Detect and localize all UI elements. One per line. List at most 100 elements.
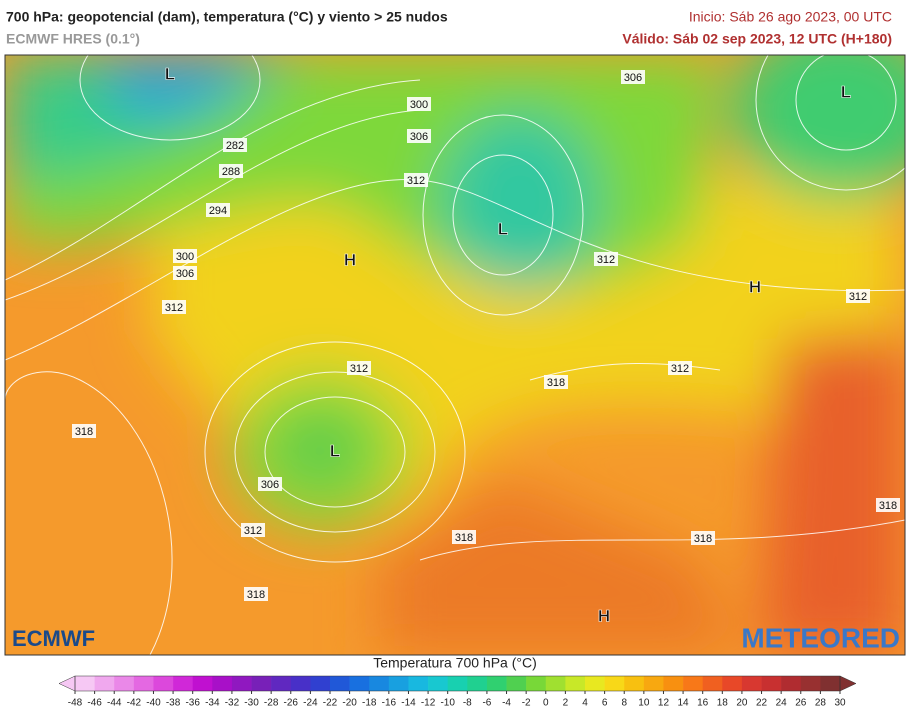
contour-label: 312 <box>165 302 183 314</box>
colorbar-tick-label: 30 <box>834 698 846 709</box>
colorbar-tick-label: 10 <box>638 698 650 709</box>
colorbar-segment <box>330 676 350 691</box>
map: 300 306 282 288 294 300 306 312 312 306 312 312 318 3… <box>5 55 905 655</box>
colorbar-tick-label: 26 <box>795 698 807 709</box>
contour-label: 318 <box>75 426 93 438</box>
colorbar-tick-label: -4 <box>502 698 511 709</box>
contour-label-box <box>241 523 265 537</box>
ecmwf-logo: ECMWF <box>12 626 95 651</box>
colorbar-segment <box>428 676 448 691</box>
pressure-center: L <box>330 441 340 460</box>
contour-label: 312 <box>407 175 425 187</box>
colorbar-tick-label: -38 <box>166 698 181 709</box>
colorbar-tick-label: -16 <box>382 698 397 709</box>
colorbar-segment <box>585 676 605 691</box>
contour-label: 318 <box>547 377 565 389</box>
colorbar-segment <box>643 676 664 691</box>
colorbar-segment <box>761 676 782 691</box>
contour-label-box <box>407 129 431 143</box>
colorbar-segment <box>212 676 233 691</box>
contour-label: 306 <box>261 479 279 491</box>
contour-label: 312 <box>671 363 689 375</box>
colorbar-segment <box>683 676 703 691</box>
pressure-center: L <box>498 219 508 238</box>
colorbar-tick-label: -30 <box>244 698 259 709</box>
contour-label: 312 <box>849 291 867 303</box>
contour-label: 306 <box>176 268 194 280</box>
contour-label: 282 <box>226 140 244 152</box>
contour-label-box <box>244 587 268 601</box>
colorbar-tick-label: 8 <box>621 698 627 709</box>
colorbar-segment <box>94 676 115 691</box>
contour-label-box <box>691 531 715 545</box>
contour-label: 288 <box>222 166 240 178</box>
contour-label-box <box>162 300 186 314</box>
colorbar-segment <box>486 676 507 691</box>
colorbar-tick-label: 6 <box>602 698 608 709</box>
meteored-logo: METEORED <box>741 622 900 653</box>
colorbar-tick-label: 0 <box>543 698 549 709</box>
contour-label: 312 <box>597 254 615 266</box>
contour-label-box <box>876 498 900 512</box>
colorbar-tick-label: -46 <box>87 698 102 709</box>
colorbar-tick-label: -40 <box>146 698 161 709</box>
pressure-center: H <box>598 606 610 625</box>
colorbar-segment <box>722 676 743 691</box>
contour-label-box <box>206 203 230 217</box>
contour-label-box <box>452 530 476 544</box>
colorbar-segment <box>820 676 841 691</box>
contour-label: 318 <box>879 500 897 512</box>
contour-label-box <box>544 375 568 389</box>
contour-label: 306 <box>624 72 642 84</box>
colorbar-tick-label: 16 <box>697 698 709 709</box>
contour-label-box <box>173 266 197 280</box>
colorbar-tick-label: -28 <box>264 698 279 709</box>
contour-label-box <box>404 173 428 187</box>
colorbar-title: Temperatura 700 hPa (°C) <box>373 655 537 671</box>
colorbar-tick-label: -44 <box>107 698 122 709</box>
contour-label-box <box>668 361 692 375</box>
colorbar-segment <box>604 676 625 691</box>
colorbar-tick-label: -6 <box>482 698 491 709</box>
colorbar-tick-label: -12 <box>421 698 436 709</box>
colorbar-tick-label: -14 <box>401 698 416 709</box>
contour-label-box <box>173 249 197 263</box>
colorbar-segment <box>231 676 252 691</box>
contour-label: 318 <box>455 532 473 544</box>
colorbar-segment <box>114 676 135 691</box>
init-time: Inicio: Sáb 26 ago 2023, 00 UTC <box>689 9 892 25</box>
colorbar-segment <box>251 676 272 691</box>
colorbar-arrow-low <box>58 675 76 692</box>
colorbar-segment <box>75 676 95 691</box>
colorbar-segment <box>388 676 409 691</box>
contour-label: 312 <box>350 363 368 375</box>
colorbar-segment <box>526 676 547 691</box>
colorbar-tick-label: 14 <box>678 698 690 709</box>
pressure-center: H <box>344 250 356 269</box>
colorbar-segment <box>192 676 213 691</box>
pressure-center: H <box>749 277 761 296</box>
colorbar-tick-label: 28 <box>815 698 827 709</box>
colorbar-segment <box>506 676 527 691</box>
colorbar-tick-label: -8 <box>463 698 472 709</box>
contour-label: 312 <box>244 525 262 537</box>
colorbar-tick-label: -42 <box>127 698 142 709</box>
contour-label-box <box>347 361 371 375</box>
colorbar-tick-label: 4 <box>582 698 588 709</box>
colorbar-tick-label: -32 <box>225 698 240 709</box>
colorbar-tick-label: -24 <box>303 698 318 709</box>
colorbar-tick-label: 2 <box>563 698 569 709</box>
colorbar-segment <box>133 676 154 691</box>
colorbar-segment <box>565 676 586 691</box>
contour-label-box <box>223 138 247 152</box>
colorbar-tick-label: 24 <box>776 698 788 709</box>
colorbar-tick-label: -48 <box>68 698 83 709</box>
colorbar-segment <box>271 676 292 691</box>
title: 700 hPa: geopotencial (dam), temperatura… <box>6 9 448 25</box>
contour-label: 318 <box>694 533 712 545</box>
contour-label-box <box>846 289 870 303</box>
colorbar-tick-label: -26 <box>284 698 299 709</box>
contour-label: 294 <box>209 205 227 217</box>
